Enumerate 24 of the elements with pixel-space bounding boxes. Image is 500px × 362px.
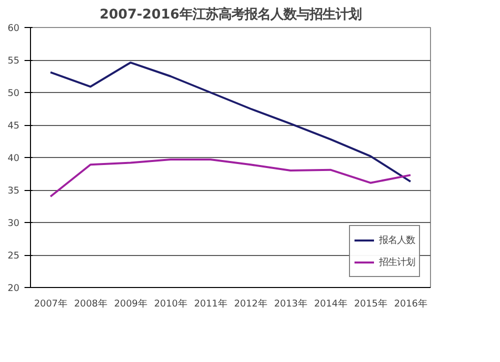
legend-label: 报名人数 — [379, 234, 415, 246]
x-tick-label: 2014年 — [314, 298, 347, 310]
line-series — [50, 158, 412, 198]
line-series — [50, 62, 412, 183]
x-tick-label: 2010年 — [154, 298, 187, 310]
y-tick-label: 25 — [8, 250, 20, 262]
x-tick-label: 2013年 — [274, 298, 307, 310]
y-tick-label: 35 — [8, 186, 20, 196]
x-tick-label: 2007年 — [34, 298, 67, 310]
y-tick-label: 55 — [8, 56, 20, 66]
y-tick-label: 50 — [8, 88, 20, 99]
y-tick-label: 60 — [8, 23, 20, 34]
chart-title: 2007-2016年江苏高考报名人数与招生计划 — [100, 6, 362, 22]
x-tick-label: 2009年 — [114, 298, 147, 310]
y-tick-label: 20 — [8, 283, 20, 294]
x-tick-label: 2011年 — [194, 298, 227, 310]
legend-label: 招生计划 — [379, 256, 415, 268]
y-tick-label: 30 — [8, 218, 20, 229]
x-tick-label: 2016年 — [394, 298, 427, 310]
y-tick-label: 40 — [8, 153, 20, 164]
x-tick-label: 2015年 — [354, 298, 387, 310]
x-tick-label: 2008年 — [74, 298, 107, 310]
y-tick-label: 45 — [8, 120, 20, 132]
x-tick-label: 2012年 — [234, 298, 267, 310]
